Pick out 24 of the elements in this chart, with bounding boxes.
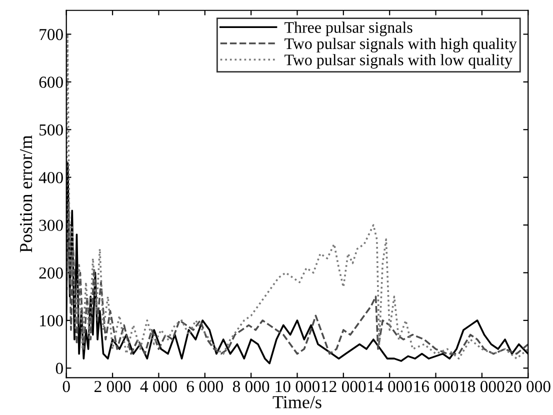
x-axis-title: Time/s	[272, 396, 322, 408]
x-tick-label: 20 000	[506, 380, 550, 392]
y-tick-label: 700	[40, 28, 63, 40]
x-tick-label: 4 000	[140, 380, 177, 392]
x-tick-label: 6 000	[186, 380, 223, 392]
x-tick-label: 12 000	[322, 380, 366, 392]
x-tick-label: 14 000	[368, 380, 412, 392]
y-tick-label: 300	[39, 220, 63, 231]
legend-label: Two pulsar signals with low quality	[284, 54, 512, 69]
y-tick-label: 0	[56, 362, 63, 374]
x-tick-label: 2 000	[94, 380, 131, 392]
y-axis-title: Position error/m	[20, 135, 32, 252]
y-tick-label: 400	[38, 172, 63, 184]
x-tick-label: 8 000	[232, 380, 270, 392]
x-tick-label: 18 000	[460, 380, 504, 392]
legend-label: Two pulsar signals with high quality	[284, 38, 517, 52]
x-tick-label: 16 000	[414, 380, 458, 392]
x-tick-label: 10 000	[276, 380, 320, 392]
y-tick-label: 200	[39, 267, 63, 279]
y-tick-label: 100	[40, 315, 63, 326]
legend-label: Three pulsar signals	[284, 22, 412, 36]
line-series	[66, 200, 528, 355]
y-tick-label: 600	[39, 76, 63, 88]
y-tick-label: 500	[40, 124, 63, 136]
